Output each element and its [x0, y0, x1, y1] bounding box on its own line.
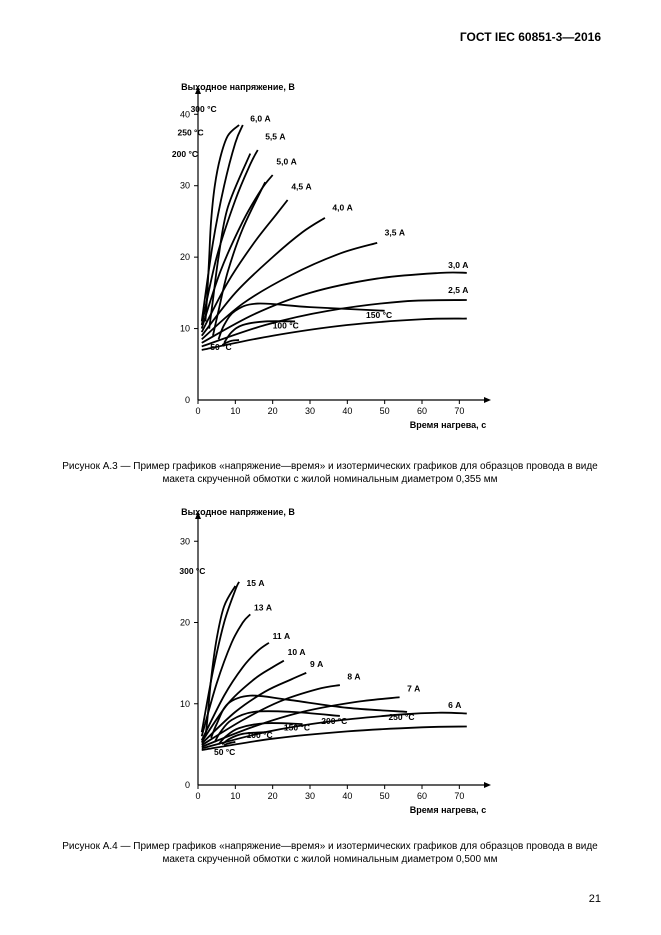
svg-text:4,5 А: 4,5 А — [291, 181, 311, 191]
svg-text:0: 0 — [185, 780, 190, 790]
svg-text:30: 30 — [180, 181, 190, 191]
chart-a3: Выходное напряжение, В010203040506070102… — [148, 75, 508, 445]
svg-text:8 А: 8 А — [347, 671, 360, 681]
svg-text:10: 10 — [180, 699, 190, 709]
caption-a3: Рисунок А.3 — Пример графиков «напряжени… — [50, 460, 610, 486]
svg-text:6 А: 6 А — [448, 700, 461, 710]
svg-text:13 А: 13 А — [254, 602, 272, 612]
svg-text:4,0 А: 4,0 А — [332, 203, 352, 213]
caption-a4: Рисунок А.4 — Пример графиков «напряжени… — [50, 840, 610, 866]
svg-text:50 °C: 50 °C — [210, 342, 231, 352]
svg-text:20: 20 — [268, 791, 278, 801]
svg-text:10: 10 — [230, 791, 240, 801]
svg-text:50: 50 — [380, 791, 390, 801]
svg-text:7 А: 7 А — [407, 684, 420, 694]
svg-text:30: 30 — [305, 406, 315, 416]
svg-text:150 °C: 150 °C — [366, 310, 392, 320]
svg-text:0: 0 — [185, 395, 190, 405]
svg-text:10: 10 — [180, 324, 190, 334]
chart-a4: Выходное напряжение, В010203040506070102… — [148, 500, 508, 830]
svg-text:200 °C: 200 °C — [172, 149, 198, 159]
svg-text:50: 50 — [380, 406, 390, 416]
svg-text:150 °C: 150 °C — [284, 723, 310, 733]
svg-text:60: 60 — [417, 406, 427, 416]
document-header: ГОСТ IEC 60851-3—2016 — [460, 30, 601, 44]
svg-text:300 °C: 300 °C — [191, 104, 217, 114]
svg-text:250 °C: 250 °C — [388, 712, 414, 722]
svg-text:30: 30 — [305, 791, 315, 801]
svg-text:6,0 А: 6,0 А — [250, 113, 270, 123]
svg-text:20: 20 — [180, 618, 190, 628]
svg-text:250 °C: 250 °C — [178, 128, 204, 138]
svg-text:5,0 А: 5,0 А — [276, 156, 296, 166]
svg-text:Время нагрева, с: Время нагрева, с — [410, 805, 486, 815]
svg-text:20: 20 — [268, 406, 278, 416]
svg-text:40: 40 — [342, 791, 352, 801]
svg-text:300 °C: 300 °C — [179, 566, 205, 576]
svg-text:40: 40 — [342, 406, 352, 416]
svg-text:5,5 А: 5,5 А — [265, 131, 285, 141]
svg-text:15 А: 15 А — [247, 578, 265, 588]
svg-text:30: 30 — [180, 536, 190, 546]
svg-text:0: 0 — [195, 406, 200, 416]
svg-text:100 °C: 100 °C — [247, 730, 273, 740]
svg-text:60: 60 — [417, 791, 427, 801]
chart-a3-container: Выходное напряжение, В010203040506070102… — [148, 75, 508, 450]
svg-text:70: 70 — [454, 791, 464, 801]
svg-text:20: 20 — [180, 252, 190, 262]
svg-text:10 А: 10 А — [288, 647, 306, 657]
svg-text:70: 70 — [454, 406, 464, 416]
svg-text:50 °C: 50 °C — [214, 747, 235, 757]
svg-text:9 А: 9 А — [310, 659, 323, 669]
svg-text:100 °C: 100 °C — [273, 321, 299, 331]
svg-text:40: 40 — [180, 109, 190, 119]
svg-text:2,5 А: 2,5 А — [448, 285, 468, 295]
svg-text:11 А: 11 А — [273, 631, 291, 641]
svg-text:0: 0 — [195, 791, 200, 801]
svg-text:3,5 А: 3,5 А — [385, 228, 405, 238]
svg-text:10: 10 — [230, 406, 240, 416]
svg-text:3,0 А: 3,0 А — [448, 260, 468, 270]
chart-a4-container: Выходное напряжение, В010203040506070102… — [148, 500, 508, 835]
svg-text:Время нагрева, с: Время нагрева, с — [410, 420, 486, 430]
svg-text:200 °C: 200 °C — [321, 716, 347, 726]
page-number: 21 — [589, 893, 601, 905]
